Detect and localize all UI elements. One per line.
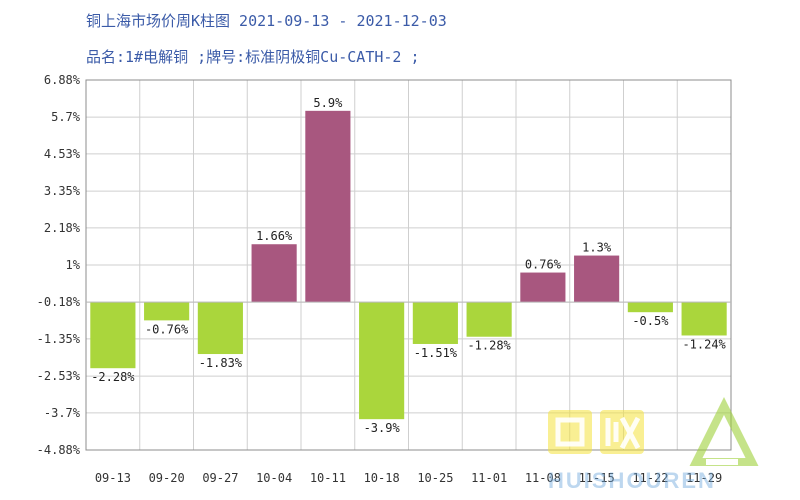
y-tick-label: -4.88% xyxy=(37,443,81,457)
bar xyxy=(305,110,351,303)
y-tick-label: 1% xyxy=(66,258,81,272)
data-label: -3.9% xyxy=(364,421,401,435)
bar xyxy=(627,302,673,313)
bar xyxy=(251,244,297,303)
data-label: -1.83% xyxy=(199,356,243,370)
data-label: -1.51% xyxy=(414,346,458,360)
x-tick-label: 10-25 xyxy=(417,471,453,485)
data-labels: -2.28% -0.76% -1.83% 1.66% 5.9% -3.9% -1.51% -1… xyxy=(91,96,726,435)
y-tick-label: 2.18% xyxy=(44,221,81,235)
x-tick-label: 11-08 xyxy=(525,471,561,485)
bar xyxy=(197,302,243,355)
x-tick-label: 09-13 xyxy=(95,471,131,485)
x-tick-label: 11-01 xyxy=(471,471,507,485)
x-tick-label: 11-15 xyxy=(579,471,615,485)
x-tick-label: 10-11 xyxy=(310,471,346,485)
x-tick-label: 10-04 xyxy=(256,471,292,485)
y-tick-label: -3.7% xyxy=(44,406,81,420)
data-label: 5.9% xyxy=(313,96,343,110)
data-label: -1.24% xyxy=(682,337,726,351)
data-label: -1.28% xyxy=(467,339,511,353)
bar xyxy=(466,302,512,337)
grid-lines xyxy=(85,79,732,451)
y-tick-label: -1.35% xyxy=(37,332,81,346)
chart-title: 铜上海市场价周K柱图 2021-09-13 - 2021-12-03 xyxy=(86,12,447,30)
x-tick-label: 11-22 xyxy=(632,471,668,485)
y-tick-label: -0.18% xyxy=(37,295,81,309)
bar xyxy=(90,302,136,369)
bar xyxy=(412,302,458,344)
x-tick-label: 10-18 xyxy=(364,471,400,485)
bar xyxy=(574,255,620,303)
bar xyxy=(520,272,566,303)
y-tick-label: 5.7% xyxy=(51,110,81,124)
axes: 6.88% 5.7% 4.53% 3.35% 2.18% 1% -0.18% -1.35% -2… xyxy=(37,73,732,485)
y-tick-label: -2.53% xyxy=(37,369,81,383)
y-tick-label: 6.88% xyxy=(44,73,81,87)
bars xyxy=(90,110,727,420)
x-tick-label: 09-27 xyxy=(202,471,238,485)
data-label: -0.5% xyxy=(632,314,669,328)
data-label: 1.3% xyxy=(582,241,612,255)
x-tick-label: 09-20 xyxy=(149,471,185,485)
data-label: -2.28% xyxy=(91,370,135,384)
data-label: 1.66% xyxy=(256,229,293,243)
y-tick-label: 3.35% xyxy=(44,184,81,198)
chart-subtitle: 品名:1#电解铜 ;牌号:标准阴极铜Cu-CATH-2 ; xyxy=(86,48,420,66)
data-label: -0.76% xyxy=(145,322,189,336)
bar xyxy=(144,302,190,321)
bar xyxy=(681,302,727,336)
bar xyxy=(359,302,405,420)
y-tick-label: 4.53% xyxy=(44,147,81,161)
x-tick-label: 11-29 xyxy=(686,471,722,485)
data-label: 0.76% xyxy=(525,258,562,272)
plot-frame xyxy=(85,79,732,451)
